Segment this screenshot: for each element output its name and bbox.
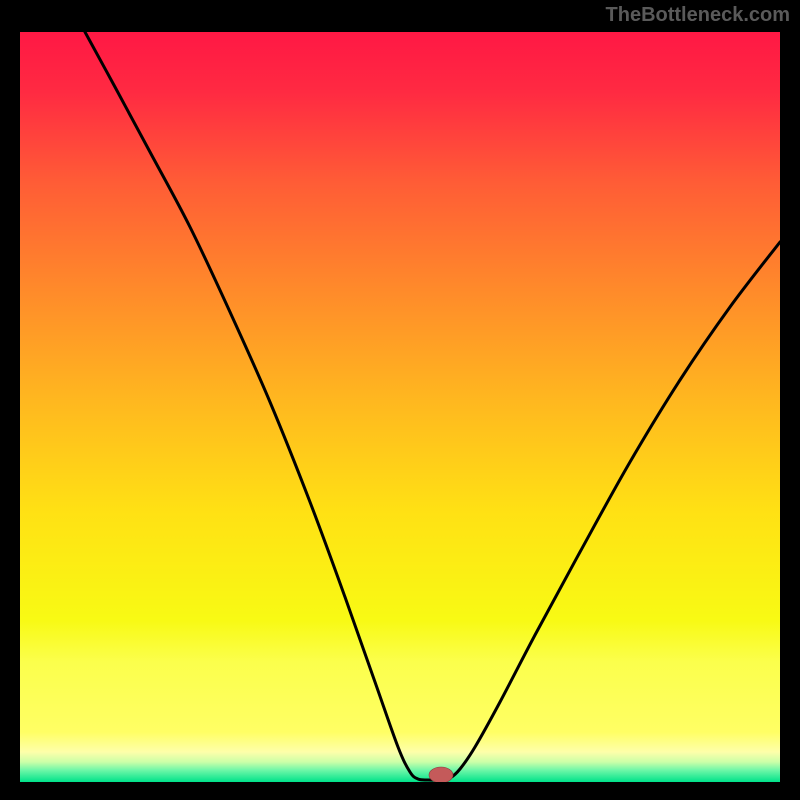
gradient-background [20, 32, 780, 782]
plot-area [20, 32, 780, 782]
optimal-point-marker [429, 767, 453, 782]
chart-svg [20, 32, 780, 782]
chart-container: TheBottleneck.com [0, 0, 800, 800]
watermark-label: TheBottleneck.com [606, 4, 790, 27]
